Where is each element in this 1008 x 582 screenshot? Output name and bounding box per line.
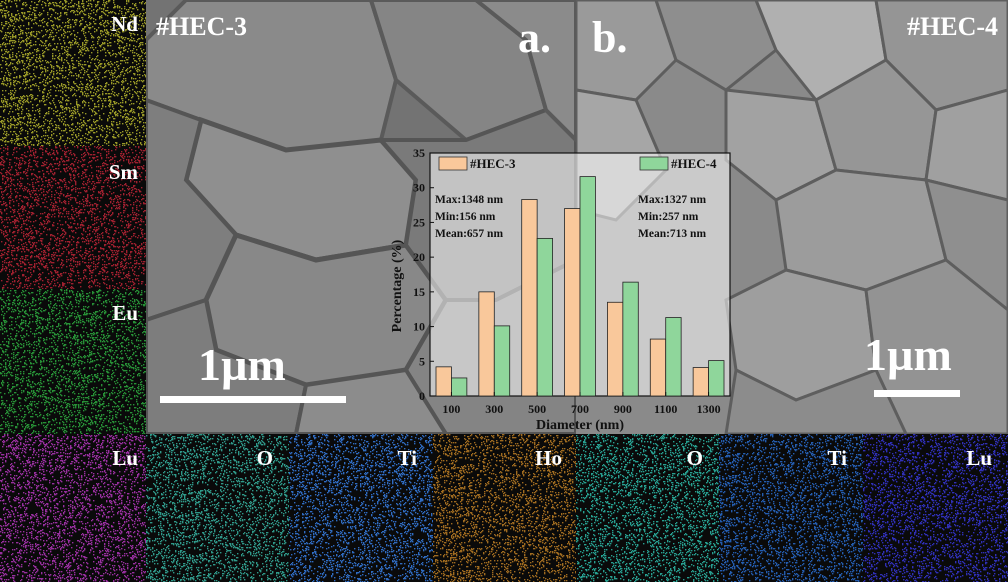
- legend-swatch-hec3: [438, 156, 468, 171]
- eds-map-lu-hec4: Lu: [863, 434, 1008, 582]
- eds-label-ho: Ho: [535, 446, 562, 470]
- annotation-hec3-max: Max:1348 nm: [435, 194, 503, 206]
- panel-a-letter: a.: [518, 13, 551, 62]
- eds-map-lu-hec3: Lu: [0, 434, 146, 582]
- annotation-hec3: Max:1348 nm Min:156 nm Mean:657 nm: [435, 194, 503, 240]
- panel-b-letter: b.: [592, 13, 628, 62]
- panel-a-scale-label: 1µm: [198, 339, 286, 390]
- y-tick-label-30: 30: [413, 181, 425, 195]
- x-tick-label-300: 300: [485, 402, 503, 416]
- annotation-hec4: Max:1327 nm Min:257 nm Mean:713 nm: [638, 194, 706, 240]
- eds-map-ho-noise: [433, 434, 576, 582]
- eds-map-ho: Ho: [433, 434, 576, 582]
- panel-a-scale-bar: [160, 396, 346, 403]
- x-tick-label-500: 500: [528, 402, 546, 416]
- legend-label-hec4: #HEC-4: [671, 156, 717, 171]
- eds-label-nd: Nd: [111, 12, 138, 36]
- eds-label-ti-hec4: Ti: [827, 446, 847, 470]
- x-tick-label-1300: 1300: [697, 402, 721, 416]
- annotation-hec3-mean: Mean:657 nm: [435, 228, 503, 240]
- y-tick-label-10: 10: [413, 320, 425, 334]
- eds-label-sm: Sm: [108, 160, 138, 184]
- legend: #HEC-3 #HEC-4: [438, 156, 717, 171]
- eds-label-o-hec3: O: [256, 446, 273, 470]
- eds-map-nd-noise: [0, 0, 146, 146]
- bar-hec3-500: [521, 199, 538, 397]
- bar-hec3-700: [564, 208, 581, 397]
- histogram-plot-area: 0 5 10 15 20 25 30 35 100 300 500 700 900 1100 1300: [413, 146, 731, 416]
- eds-map-eu: Eu: [0, 289, 146, 434]
- panel-b-scale-label: 1µm: [864, 329, 952, 380]
- annotation-hec3-min: Min:156 nm: [435, 211, 496, 223]
- panel-b-scale-bar: [874, 390, 960, 397]
- legend-swatch-hec4: [639, 156, 669, 171]
- x-tick-label-1100: 1100: [654, 402, 677, 416]
- y-axis-label: Percentage (%): [390, 239, 405, 332]
- x-tick-label-700: 700: [571, 402, 589, 416]
- bar-hec3-300: [478, 291, 495, 397]
- bar-hec3-900: [607, 301, 624, 397]
- bar-hec3-100: [435, 366, 452, 397]
- eds-map-o-hec4-noise: [576, 434, 719, 582]
- bar-hec4-100: [451, 377, 468, 397]
- legend-label-hec3: #HEC-3: [470, 156, 516, 171]
- eds-map-sm-noise: [0, 146, 146, 289]
- y-tick-label-15: 15: [413, 285, 425, 299]
- x-axis-label: Diameter (nm): [536, 418, 624, 433]
- eds-map-ti-hec4-noise: [719, 434, 863, 582]
- bar-hec4-1300: [708, 360, 725, 397]
- panel-b-title: #HEC-4: [907, 12, 998, 41]
- eds-map-ti-hec4: Ti: [719, 434, 863, 582]
- eds-map-ti-hec3: Ti: [289, 434, 433, 582]
- y-tick-label-0: 0: [419, 389, 425, 403]
- eds-label-eu: Eu: [112, 301, 138, 325]
- x-tick-label-900: 900: [614, 402, 632, 416]
- eds-map-eu-noise: [0, 289, 146, 434]
- eds-map-o-hec4: O: [576, 434, 719, 582]
- eds-label-lu-hec3: Lu: [112, 446, 138, 470]
- eds-map-o-hec3: O: [146, 434, 289, 582]
- eds-map-lu-hec4-noise: [863, 434, 1008, 582]
- annotation-hec4-min: Min:257 nm: [638, 211, 699, 223]
- bar-hec4-500: [536, 237, 553, 397]
- panel-a-title: #HEC-3: [156, 12, 247, 41]
- eds-label-o-hec4: O: [686, 446, 703, 470]
- eds-map-o-hec3-noise: [146, 434, 289, 582]
- grain-size-histogram: Percentage (%) Diameter (nm) 0 5 10 15 20 25 3…: [390, 146, 731, 433]
- y-tick-label-20: 20: [413, 250, 425, 264]
- y-tick-label-25: 25: [413, 215, 425, 229]
- x-tick-label-100: 100: [442, 402, 460, 416]
- eds-map-nd: Nd: [0, 0, 146, 146]
- bar-hec4-700: [579, 176, 596, 397]
- bar-hec4-1100: [665, 317, 682, 397]
- bar-hec3-1300: [692, 367, 709, 397]
- eds-map-lu-hec3-noise: [0, 434, 146, 582]
- bar-hec3-1100: [649, 338, 667, 397]
- y-tick-label-35: 35: [413, 146, 425, 160]
- eds-map-sm: Sm: [0, 146, 146, 289]
- eds-label-lu-hec4: Lu: [966, 446, 992, 470]
- bar-hec4-300: [493, 325, 511, 397]
- bar-hec4-900: [622, 281, 639, 397]
- y-tick-label-5: 5: [419, 354, 425, 368]
- eds-label-ti-hec3: Ti: [397, 446, 417, 470]
- eds-map-ti-hec3-noise: [289, 434, 433, 582]
- annotation-hec4-max: Max:1327 nm: [638, 194, 706, 206]
- annotation-hec4-mean: Mean:713 nm: [638, 228, 706, 240]
